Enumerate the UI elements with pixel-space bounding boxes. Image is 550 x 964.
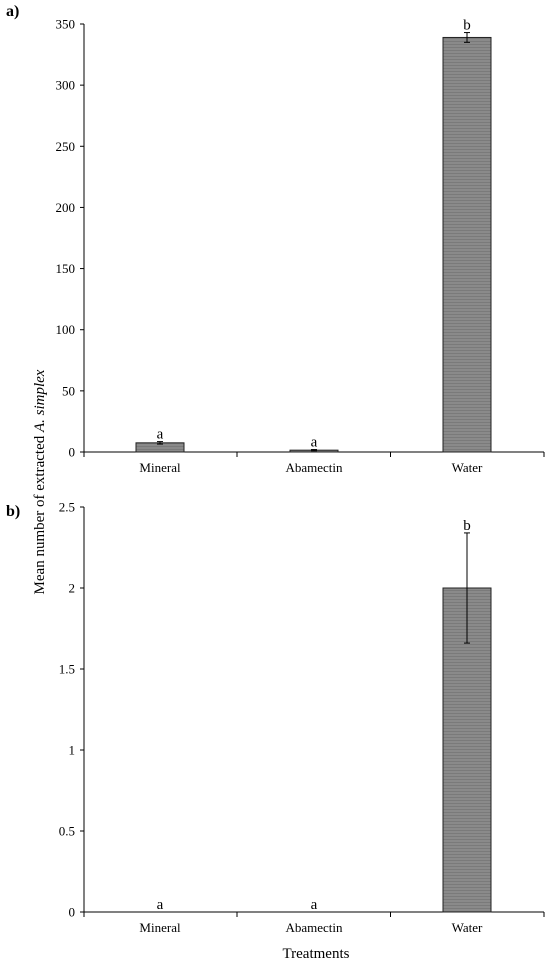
- y-tick-label-a: 100: [56, 322, 76, 337]
- x-tick-label-water-b: Water: [452, 920, 483, 935]
- x-axis-title: Treatments: [283, 946, 350, 962]
- x-tick-label-mineral-b: Mineral: [139, 920, 181, 935]
- y-tick-label-b: 1: [69, 743, 76, 758]
- significance-letter-abamectin-a: a: [311, 435, 318, 451]
- panel-label-a: a): [6, 3, 19, 20]
- significance-letter-water-b: b: [463, 518, 471, 534]
- y-tick-label-b: 2: [69, 581, 76, 596]
- y-tick-label-a: 0: [69, 445, 76, 460]
- x-tick-label-abamectin-b: Abamectin: [285, 920, 343, 935]
- chart-panel-b: b) 0 0.5 1 1.5 2 2.5 a Mineral a Abamectin b Water: [6, 500, 545, 935]
- x-tick-label-mineral-a: Mineral: [139, 460, 181, 475]
- y-tick-label-b: 1.5: [59, 662, 75, 677]
- significance-letter-mineral-b: a: [157, 897, 164, 913]
- y-tick-label-a: 50: [62, 383, 75, 398]
- significance-letter-water-a: b: [463, 18, 471, 34]
- significance-letter-abamectin-b: a: [311, 897, 318, 913]
- chart-panel-a: a) 0 50 100 150 200 250 300 350 a Mineral a Abamecti…: [6, 3, 545, 475]
- x-tick-label-water-a: Water: [452, 460, 483, 475]
- y-tick-label-a: 350: [56, 17, 76, 32]
- y-tick-label-a: 200: [56, 200, 76, 215]
- y-tick-label-b: 0: [69, 905, 76, 920]
- significance-letter-mineral-a: a: [157, 427, 164, 443]
- x-tick-label-abamectin-a: Abamectin: [285, 460, 343, 475]
- y-tick-label-b: 0.5: [59, 824, 75, 839]
- panel-label-b: b): [6, 503, 20, 520]
- y-tick-label-b: 2.5: [59, 500, 75, 515]
- y-tick-label-a: 300: [56, 78, 76, 93]
- bar-water-a: [442, 36, 492, 453]
- y-tick-label-a: 150: [56, 261, 76, 276]
- y-tick-label-a: 250: [56, 139, 76, 154]
- y-axis-title: Mean number of extracted A. simplex: [32, 369, 48, 594]
